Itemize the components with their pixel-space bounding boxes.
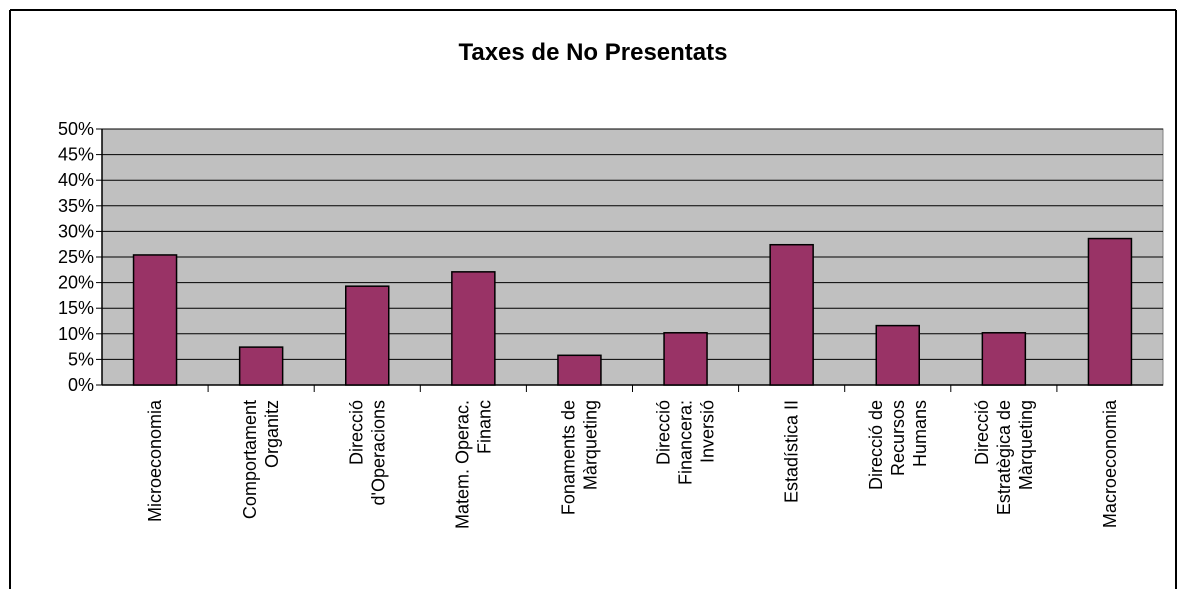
x-tick-label-line: Recursos: [888, 400, 908, 476]
x-tick-label-line: d'Operacions: [368, 400, 388, 506]
x-tick-label-line: Financera:: [676, 400, 696, 485]
x-tick-label: Macroeconomia: [1100, 399, 1120, 528]
y-tick-label: 0%: [68, 375, 94, 395]
x-tick-label-line: Inversió: [698, 400, 718, 463]
x-tick-label: Estadística II: [782, 400, 802, 503]
bar: [345, 285, 390, 386]
x-tick-label-line: Direcció de: [866, 400, 886, 490]
bar: [981, 332, 1027, 386]
x-tick-label-line: Humans: [910, 400, 930, 467]
bar: [451, 271, 496, 386]
bar: [132, 254, 178, 386]
x-tick-label: Direcció Estratègica de Màrqueting: [972, 400, 1036, 515]
y-tick-label: 50%: [58, 119, 94, 139]
bar: [238, 346, 284, 386]
x-tick-label-line: Matem. Operac.: [452, 400, 472, 529]
x-tick-label: Direcció d'Operacions: [346, 400, 388, 506]
x-tick-label-line: Màrqueting: [1016, 400, 1036, 490]
bar: [663, 332, 708, 386]
x-tick-label-line: Microeconomia: [145, 399, 165, 522]
plot-area: 0% 5% 10% 15% 20% 25% 30% 35% 40% 45% 50% Microecon…: [58, 119, 1164, 529]
bar: [1087, 237, 1133, 386]
y-tick-label: 40%: [58, 170, 94, 190]
x-tick-label-line: Macroeconomia: [1100, 399, 1120, 528]
x-tick-label-line: Comportament: [240, 400, 260, 519]
chart-title: Taxes de No Presentats: [458, 39, 727, 66]
x-tick-label-line: Organitz: [262, 400, 282, 468]
x-tick-label-line: Fonaments de: [558, 400, 578, 515]
bar: [769, 243, 814, 386]
x-tick-label-line: Direcció: [654, 400, 674, 465]
x-tick-label-line: Estadística II: [782, 400, 802, 503]
x-tick-label-line: Financ: [474, 400, 494, 454]
y-tick-label: 20%: [58, 273, 94, 293]
x-tick-label: Direcció de Recursos Humans: [866, 400, 930, 490]
x-tick-label: Direcció Financera: Inversió: [654, 400, 718, 485]
bar: [557, 354, 602, 386]
x-tick-label: Fonaments de Màrqueting: [558, 400, 600, 515]
x-tick-label-line: Direcció: [346, 400, 366, 465]
y-tick-label: 35%: [58, 196, 94, 216]
y-tick-label: 25%: [58, 247, 94, 267]
bar: [875, 324, 920, 386]
x-tick-label: Matem. Operac. Financ: [452, 400, 494, 529]
y-tick-label: 5%: [68, 349, 94, 369]
x-tick-label-line: Direcció: [972, 400, 992, 465]
y-tick-label: 15%: [58, 298, 94, 318]
y-tick-label: 45%: [58, 145, 94, 165]
x-tick-label: Microeconomia: [145, 399, 165, 522]
x-tick-label-line: Estratègica de: [994, 400, 1014, 515]
x-tick-label-line: Màrqueting: [580, 400, 600, 490]
y-tick-label: 10%: [58, 324, 94, 344]
x-tick-label: Comportament Organitz: [240, 400, 282, 519]
y-tick-label: 30%: [58, 221, 94, 241]
